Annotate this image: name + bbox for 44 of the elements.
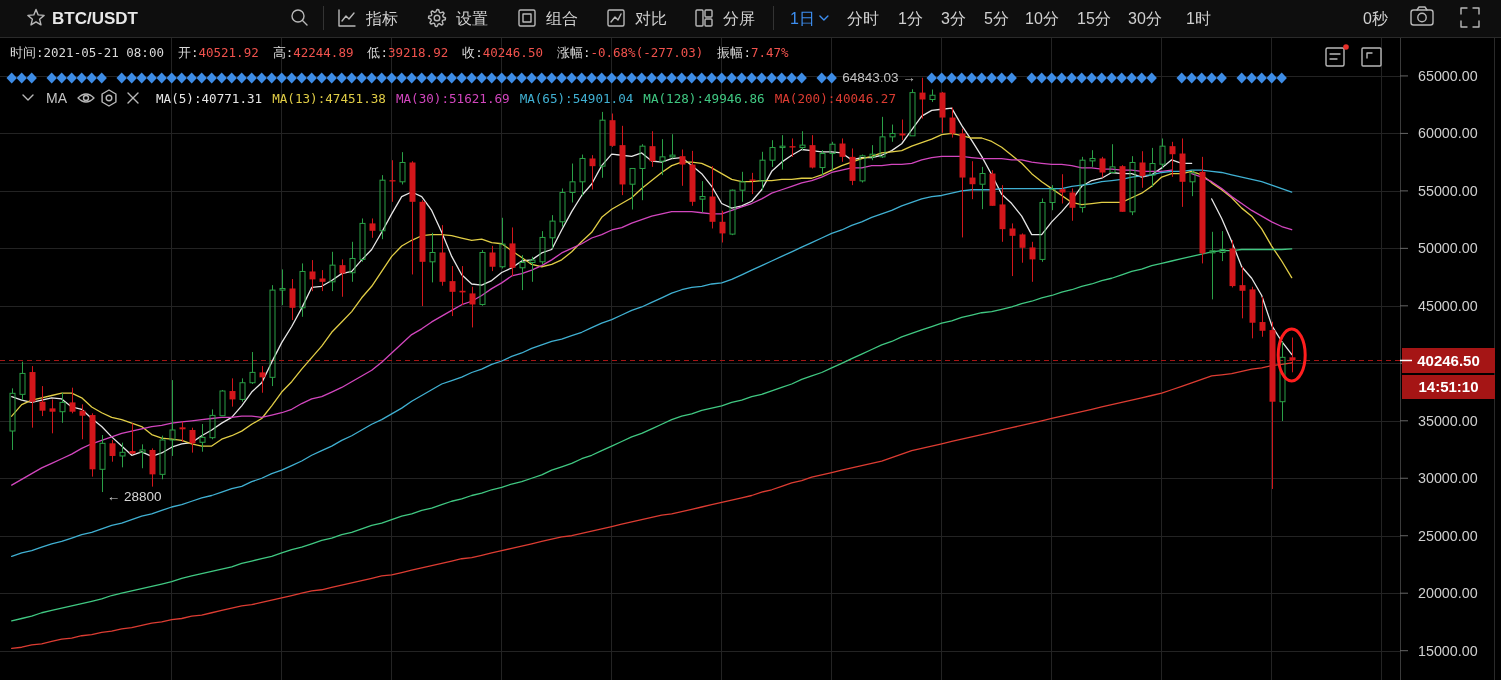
legend-item: MA(5):40771.31 [156, 90, 263, 106]
y-tick-label: 55000.00 [1418, 182, 1478, 199]
y-tick-label: 60000.00 [1418, 125, 1478, 142]
legend-item: MA(30):51621.69 [395, 90, 510, 106]
toolbar-item: 15分 [1077, 9, 1111, 27]
y-tick-label: 65000.00 [1418, 67, 1478, 84]
title: BTC/USDT [52, 8, 138, 28]
legend-item: MA(65):54901.04 [519, 90, 634, 106]
toolbar-item: 10分 [1025, 9, 1059, 27]
toolbar-item: 1分 [898, 9, 923, 27]
toolbar-item: 0秒 [1363, 9, 1388, 27]
toolbar-item: 对比 [635, 9, 667, 27]
legend-item: MA(128):49946.86 [643, 90, 765, 106]
indicator-name: MA [46, 90, 67, 106]
info-item: 振幅:7.47% [717, 44, 789, 60]
toolbar-item: 1日 [790, 9, 815, 27]
y-tick-label: 20000.00 [1418, 585, 1478, 602]
y-tick-label: 30000.00 [1418, 470, 1478, 487]
y-tick-label: 50000.00 [1418, 240, 1478, 257]
toolbar-item: 30分 [1128, 9, 1162, 27]
y-tick-label: 35000.00 [1418, 412, 1478, 429]
toolbar-item: 1时 [1186, 9, 1211, 27]
price-value: 40246.50 [1417, 352, 1480, 369]
countdown: 14:51:10 [1418, 378, 1479, 396]
toolbar-item: 3分 [941, 9, 966, 27]
info-item: 低:39218.92 [367, 44, 449, 60]
legend-item: MA(200):40046.27 [774, 90, 896, 106]
toolbar-item: 分屏 [723, 9, 755, 27]
info-item: 开:40521.92 [177, 44, 259, 60]
legend-item: MA(13):47451.38 [272, 90, 386, 106]
toolbar-item: 分时 [847, 9, 879, 27]
toolbar-item: 指标 [366, 9, 398, 27]
toolbar-item: 5分 [984, 9, 1009, 27]
y-tick-label: 25000.00 [1418, 527, 1478, 544]
toolbar-item: 组合 [546, 9, 578, 27]
info-item: 高:42244.89 [272, 44, 354, 60]
info-item: 涨幅:-0.68%(-277.03) [556, 44, 704, 60]
info-item: 收:40246.50 [462, 44, 543, 60]
y-tick-label: 45000.00 [1418, 297, 1478, 314]
annotation: ← 28800 [106, 488, 162, 504]
y-tick-label: 15000.00 [1418, 642, 1478, 659]
toolbar-item: 设置 [456, 9, 488, 27]
annotation: 64843.03 → [842, 70, 916, 86]
info-item: 时间:2021-05-21 08:00 [10, 44, 164, 60]
